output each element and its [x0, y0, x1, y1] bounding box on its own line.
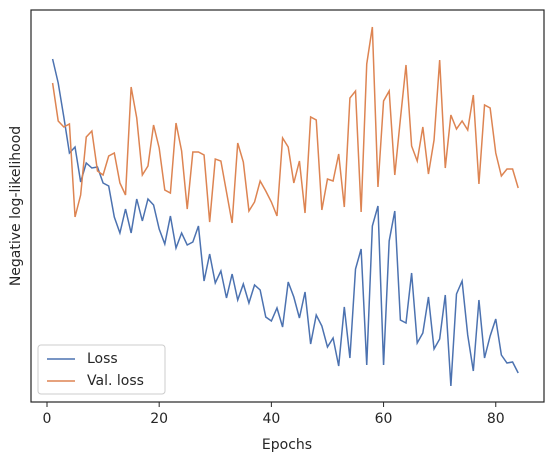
x-axis-label: Epochs	[262, 437, 312, 453]
line	[51, 58, 519, 387]
legend-label: Loss	[87, 351, 118, 367]
plot-frame	[30, 9, 545, 403]
x-tick-label: 40	[262, 411, 280, 427]
y-axis-label: Negative log-likelihood	[8, 126, 24, 286]
x-tick-label: 20	[150, 411, 168, 427]
line	[51, 26, 519, 224]
x-tick-label: 0	[43, 411, 52, 427]
legend-label: Val. loss	[87, 373, 144, 389]
x-tick-label: 80	[487, 411, 505, 427]
x-tick-label: 60	[375, 411, 393, 427]
